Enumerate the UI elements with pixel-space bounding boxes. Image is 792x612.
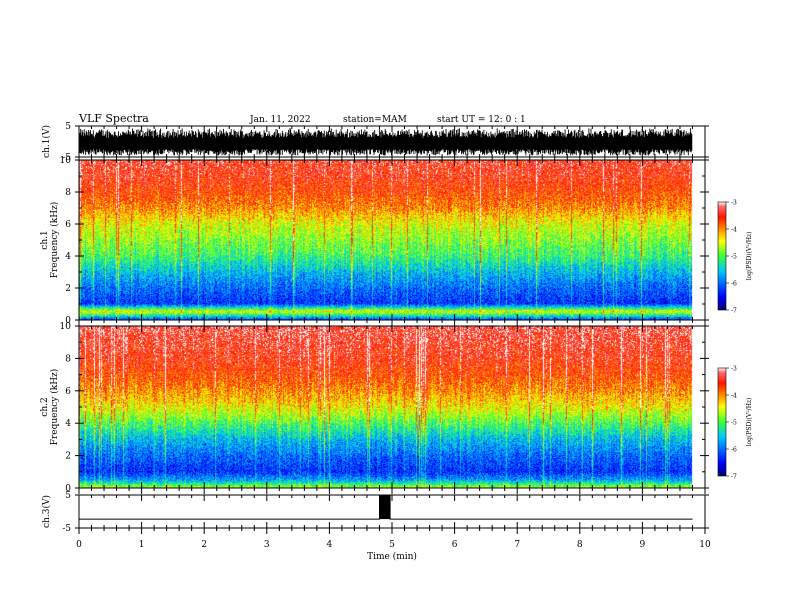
ch1-spectrogram-ytick-label: 0 xyxy=(65,316,71,326)
ch2-spectrogram-colorbar-tick-label: -4 xyxy=(731,393,737,400)
ch1-spectrogram-ytick-label: 10 xyxy=(60,156,72,166)
station-label: station=MAM xyxy=(343,115,407,125)
ch1-spectrogram-heatmap-canvas xyxy=(79,160,705,320)
ch1-spectrogram-ylabel-frequency: Frequency (kHz) xyxy=(49,202,60,279)
x-tick-label: 2 xyxy=(201,540,207,550)
ch1-spectrogram-colorbar xyxy=(717,201,727,311)
ch1-spectrogram-colorbar-tick-label: -4 xyxy=(731,227,737,234)
x-tick-label: 10 xyxy=(699,540,711,550)
x-tick-label: 4 xyxy=(327,540,333,550)
ch1-spectrogram-ytick-label: 6 xyxy=(65,220,71,230)
figure-title: VLF Spectra xyxy=(79,112,149,125)
ch2-spectrogram-colorbar xyxy=(717,367,727,477)
ch2-spectrogram-colorbar-tick-label: -7 xyxy=(731,474,737,481)
x-tick-label: 5 xyxy=(389,540,395,550)
ch2-spectrogram-colorbar-label: log(PSD)(V²/Hz) xyxy=(746,398,753,447)
ch3-waveform-ytick-label: 5 xyxy=(65,491,71,501)
ch1-waveform-trace xyxy=(79,128,693,156)
ch2-spectrogram-ytick-label: 2 xyxy=(65,452,71,462)
x-tick-label: 3 xyxy=(264,540,270,550)
ch2-spectrogram-ytick-label: 10 xyxy=(60,322,72,332)
ch2-spectrogram-colorbar-tick-label: -6 xyxy=(731,447,737,454)
ch1-spectrogram-ylabel-channel: ch.1 xyxy=(40,230,50,249)
ch1-spectrogram-colorbar-tick-label: -7 xyxy=(731,308,737,315)
ch2-spectrogram-ylabel-frequency: Frequency (kHz) xyxy=(49,369,60,446)
ch2-spectrogram-ytick-label: 0 xyxy=(65,484,71,494)
x-tick-label: 9 xyxy=(640,540,646,550)
ch1-waveform-ytick-label: -5 xyxy=(62,153,71,163)
ch2-spectrogram-colorbar-tick-label: -3 xyxy=(731,366,737,373)
ch2-spectrogram-ytick-label: 4 xyxy=(65,419,71,429)
ch1-spectrogram-colorbar-tick-label: -5 xyxy=(731,254,737,261)
ch2-spectrogram-heatmap-canvas xyxy=(79,326,705,488)
ch1-spectrogram-heatmap xyxy=(79,160,705,320)
ch3-waveform-ytick-label: -5 xyxy=(62,524,71,534)
ch1-waveform-ytick-label: 5 xyxy=(65,122,71,132)
ch2-spectrogram-colorbar-tick-label: -5 xyxy=(731,420,737,427)
x-tick-label: 0 xyxy=(76,540,82,550)
ch1-spectrogram-colorbar-label: log(PSD)(V²/Hz) xyxy=(746,232,753,281)
ch1-spectrogram-ytick-label: 2 xyxy=(65,284,71,294)
x-axis-label: Time (min) xyxy=(367,551,417,562)
ch2-spectrogram-ylabel-channel: ch.2 xyxy=(40,397,50,416)
ch2-spectrogram-ytick-label: 8 xyxy=(65,354,71,364)
x-tick-label: 7 xyxy=(514,540,520,550)
ch1-spectrogram-colorbar-tick-label: -6 xyxy=(731,281,737,288)
ch1-spectrogram-ytick-label: 4 xyxy=(65,252,71,262)
start-time-label: start UT = 12: 0 : 1 xyxy=(437,115,526,125)
x-tick-label: 6 xyxy=(452,540,458,550)
ch1-waveform-ylabel: ch.1(V) xyxy=(41,125,52,158)
ch2-spectrogram-heatmap xyxy=(79,326,705,488)
ch2-spectrogram-ytick-label: 6 xyxy=(65,387,71,397)
ch1-spectrogram-ytick-label: 8 xyxy=(65,188,71,198)
ch3-waveform-ylabel: ch.3(V) xyxy=(41,495,52,528)
date-label: Jan. 11, 2022 xyxy=(250,115,311,125)
ch1-spectrogram-colorbar-tick-label: -3 xyxy=(731,200,737,207)
x-tick-label: 8 xyxy=(577,540,583,550)
x-tick-label: 1 xyxy=(139,540,145,550)
ch3-waveform-pulse xyxy=(379,495,391,520)
